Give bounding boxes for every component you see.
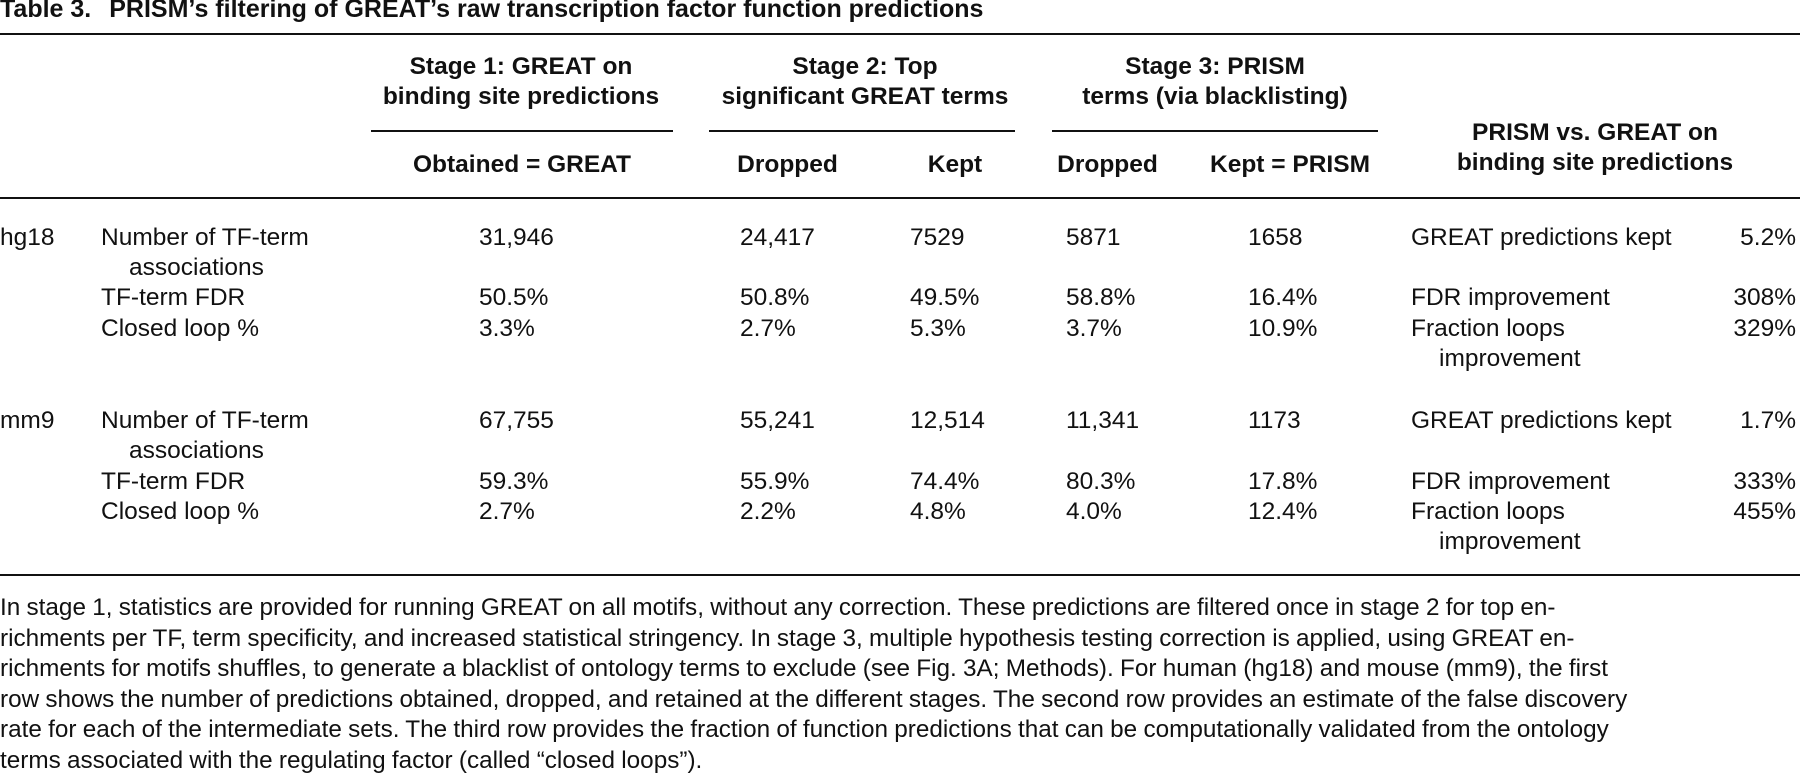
footnote-line: terms associated with the regulating fac… <box>0 746 703 774</box>
header-stage2: Stage 2: Top significant GREAT terms <box>721 53 1009 110</box>
header-compare: PRISM vs. GREAT on binding site predicti… <box>1456 119 1734 176</box>
stage2-dropped-value: 24,417 <box>740 224 815 251</box>
stage3-kept-value: 17.8% <box>1248 468 1318 495</box>
compare-label: GREAT predictions kept <box>1411 224 1672 251</box>
subheader-stage3-kept: Kept = PRISM <box>1210 151 1370 178</box>
stage3-dropped-value: 58.8% <box>1066 284 1136 311</box>
genome-hg18: hg18 <box>0 224 55 251</box>
table-title: Table 3. PRISM’s filtering of GREAT’s raw… <box>0 0 1800 24</box>
obtained-value: 2.7% <box>479 498 535 525</box>
stage3-dropped-value: 80.3% <box>1066 468 1136 495</box>
stage3-dropped-value: 11,341 <box>1066 407 1140 434</box>
table-footnote: In stage 1, statistics are provided for … <box>0 593 1800 777</box>
stage2-kept-value: 49.5% <box>910 284 980 311</box>
compare-value: 1.7% <box>1740 407 1796 434</box>
footnote-line: richments for motifs shuffles, to genera… <box>0 655 1609 683</box>
metric-label: Closed loop % <box>101 498 259 525</box>
stage2-dropped-value: 50.8% <box>740 284 810 311</box>
stage3-dropped-value: 5871 <box>1066 224 1121 251</box>
stage3-kept-value: 16.4% <box>1248 284 1318 311</box>
metric-label: TF-term FDR <box>101 468 246 495</box>
footnote-line: In stage 1, statistics are provided for … <box>0 594 1556 621</box>
stage2-kept-value: 74.4% <box>910 468 980 495</box>
stage2-kept-value: 4.8% <box>910 498 966 525</box>
compare-value: 329% <box>1733 315 1796 342</box>
stage3-kept-value: 12.4% <box>1248 498 1318 525</box>
stage3-kept-value: 1173 <box>1248 407 1301 434</box>
stage3-underline <box>1052 130 1378 132</box>
bottom-rule <box>0 574 1800 576</box>
table-caption: PRISM’s filtering of GREAT’s raw transcr… <box>109 0 984 23</box>
compare-value: 333% <box>1733 468 1796 495</box>
footnote-line: row shows the number of predictions obta… <box>0 685 1628 713</box>
stage2-dropped-value: 55,241 <box>740 407 815 434</box>
footnote-line: richments per TF, term specificity, and … <box>0 624 1575 652</box>
obtained-value: 50.5% <box>479 284 549 311</box>
compare-value: 5.2% <box>1740 224 1796 251</box>
top-rule <box>0 33 1800 35</box>
compare-label: FDR improvement <box>1411 468 1610 495</box>
footnote-line: rate for each of the intermediate sets. … <box>0 716 1609 744</box>
header-stage3: Stage 3: PRISM terms (via blacklisting) <box>1082 53 1348 110</box>
table-label: Table 3. <box>0 0 92 23</box>
genome-mm9: mm9 <box>0 407 55 434</box>
stage2-dropped-value: 2.7% <box>740 315 796 342</box>
header-stage1: Stage 1: GREAT on binding site predictio… <box>382 53 660 110</box>
stage2-kept-value: 5.3% <box>910 315 966 342</box>
compare-label: FDR improvement <box>1411 284 1610 311</box>
metric-label: Number of TF-term associations <box>101 224 309 281</box>
stage3-kept-value: 1658 <box>1248 224 1303 251</box>
compare-value: 455% <box>1733 498 1796 525</box>
obtained-value: 59.3% <box>479 468 549 495</box>
compare-value: 308% <box>1733 284 1796 311</box>
stage3-dropped-value: 4.0% <box>1066 498 1122 525</box>
compare-label: Fraction loops improvement <box>1411 315 1581 372</box>
stage2-dropped-value: 55.9% <box>740 468 810 495</box>
obtained-value: 67,755 <box>479 407 554 434</box>
stage3-dropped-value: 3.7% <box>1066 315 1122 342</box>
subheader-stage3-dropped: Dropped <box>1057 151 1158 178</box>
subheader-obtained: Obtained = GREAT <box>412 151 632 178</box>
obtained-value: 3.3% <box>479 315 535 342</box>
stage2-kept-value: 12,514 <box>910 407 985 434</box>
header-rule <box>0 197 1800 199</box>
stage3-kept-value: 10.9% <box>1248 315 1318 342</box>
stage2-underline <box>709 130 1015 132</box>
compare-label: GREAT predictions kept <box>1411 407 1672 434</box>
obtained-value: 31,946 <box>479 224 554 251</box>
subheader-stage2-dropped: Dropped <box>737 151 838 178</box>
metric-label: Number of TF-term associations <box>101 407 309 464</box>
metric-label: Closed loop % <box>101 315 259 342</box>
stage2-kept-value: 7529 <box>910 224 965 251</box>
stage1-underline <box>371 130 673 132</box>
subheader-stage2-kept: Kept <box>927 151 983 178</box>
compare-label: Fraction loops improvement <box>1411 498 1581 555</box>
stage2-dropped-value: 2.2% <box>740 498 796 525</box>
metric-label: TF-term FDR <box>101 284 246 311</box>
